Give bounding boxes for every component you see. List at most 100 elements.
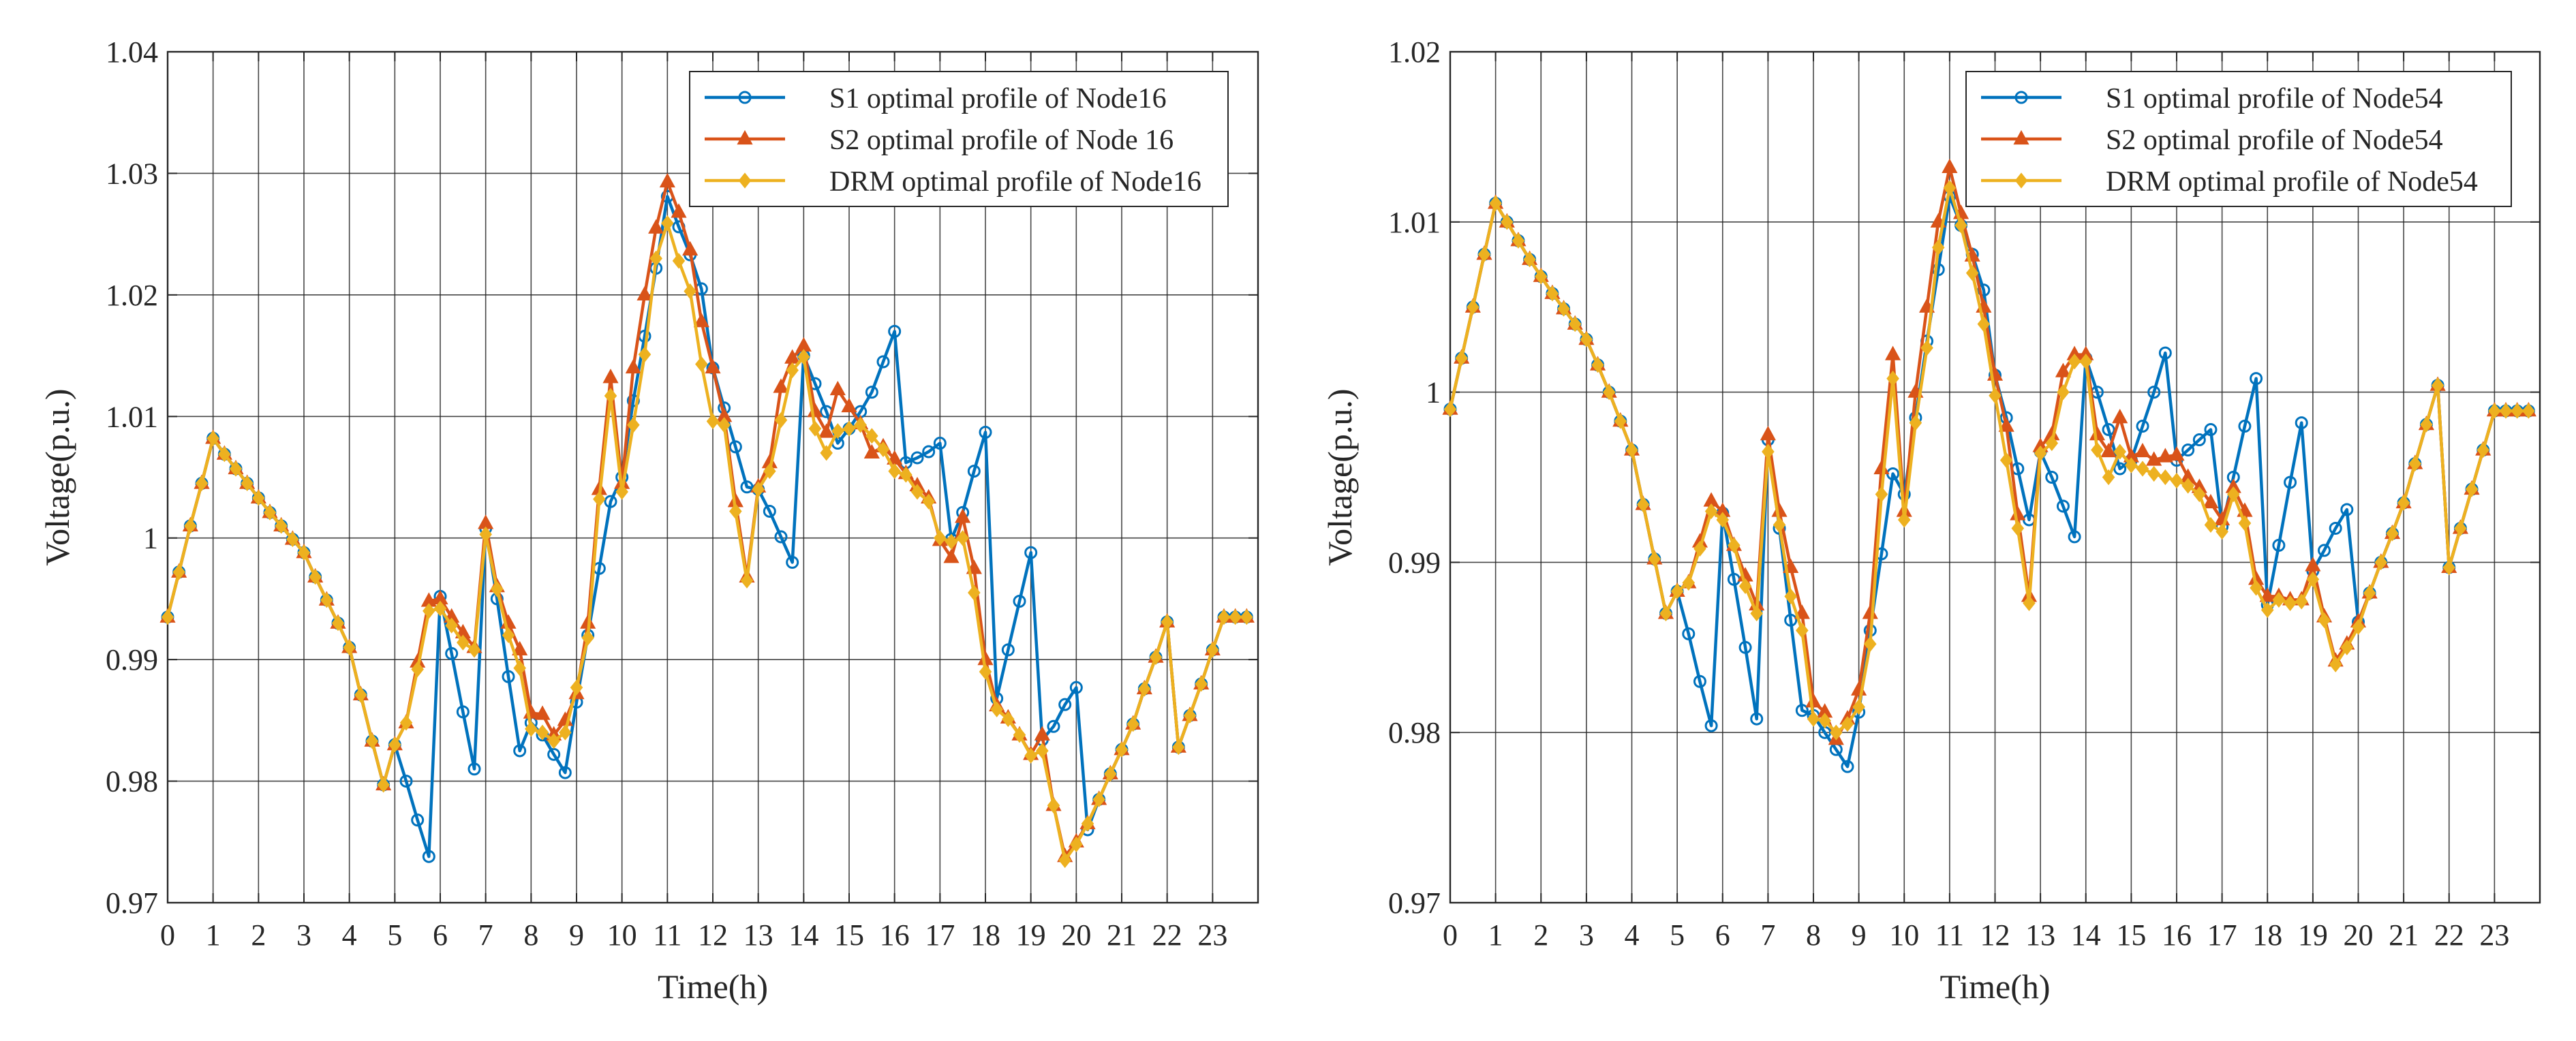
x-tick-label: 23 (1197, 918, 1227, 952)
data-point-drm (184, 518, 197, 534)
data-point-s2 (1998, 417, 2014, 432)
data-point-drm (263, 504, 277, 520)
data-point-s1 (1750, 712, 1764, 726)
x-tick-label: 12 (698, 918, 728, 952)
data-point-drm (1954, 217, 1967, 234)
data-point-s1 (2113, 462, 2127, 476)
data-point-s1 (502, 670, 515, 683)
data-point-drm (536, 724, 549, 741)
data-point-s1 (2147, 386, 2161, 399)
data-point-drm (1172, 739, 1185, 756)
data-point-s1 (2250, 372, 2263, 386)
data-point-drm (252, 490, 265, 506)
x-tick-label: 13 (743, 918, 773, 952)
data-point-drm (1161, 614, 1174, 630)
data-point-drm (1693, 540, 1706, 557)
x-tick-label: 6 (1715, 918, 1730, 952)
data-point-s1 (2329, 521, 2342, 535)
data-point-s1 (604, 495, 617, 508)
data-point-s1 (558, 766, 572, 779)
data-point-drm (559, 724, 572, 741)
data-point-drm (1965, 265, 1979, 281)
data-point-drm (2511, 403, 2524, 419)
data-point-s1 (876, 355, 890, 369)
data-point-drm (752, 481, 765, 497)
data-point-drm (1897, 512, 1911, 528)
data-point-drm (1943, 180, 1957, 196)
y-tick-label: 0.97 (1388, 886, 1441, 920)
y-tick-label: 1.04 (106, 35, 158, 69)
data-point-drm (491, 581, 504, 597)
data-point-s2 (705, 358, 721, 374)
legend: S1 optimal profile of Node54 S2 optimal p… (1965, 71, 2512, 207)
data-point-drm (1773, 516, 1786, 533)
data-point-s1 (411, 813, 425, 827)
data-point-drm (445, 617, 458, 634)
data-point-drm (2227, 486, 2240, 503)
data-point-drm (831, 423, 844, 439)
data-point-drm (1920, 340, 1933, 356)
data-point-s1 (2045, 471, 2059, 484)
data-point-drm (1523, 251, 1536, 268)
data-point-drm (331, 615, 345, 632)
data-point-s1 (1841, 760, 1854, 773)
data-point-drm (1704, 503, 1718, 520)
data-point-s2 (2259, 587, 2275, 602)
y-tick-label: 0.97 (106, 886, 158, 920)
legend-label: S1 optimal profile of Node54 (2106, 83, 2443, 114)
data-point-drm (547, 733, 560, 749)
data-point-drm (1443, 401, 1457, 418)
x-tick-label: 4 (1625, 918, 1640, 952)
x-tick-label: 10 (1889, 918, 1919, 952)
data-point-s1 (2056, 499, 2070, 513)
data-point-s1 (2318, 544, 2331, 557)
y-tick-label: 1.02 (106, 279, 158, 312)
data-point-drm (2272, 591, 2286, 608)
data-point-drm (1115, 741, 1129, 758)
x-tick-label: 11 (653, 918, 681, 952)
data-point-drm (2260, 602, 2274, 618)
data-point-drm (854, 417, 867, 433)
data-point-s1 (763, 504, 776, 518)
y-tick-label: 0.98 (106, 765, 158, 798)
x-tick-label: 5 (387, 918, 402, 952)
y-tick-label: 0.99 (1388, 546, 1441, 579)
data-point-s1 (1795, 704, 1809, 717)
x-tick-label: 9 (1852, 918, 1867, 952)
data-point-drm (2181, 478, 2194, 494)
x-tick-label: 16 (880, 918, 910, 952)
data-point-s2 (1885, 345, 1901, 360)
data-point-drm (2068, 354, 2081, 370)
data-point-s1 (2272, 538, 2286, 552)
data-point-drm (1534, 268, 1548, 285)
data-point-drm (467, 642, 481, 658)
x-tick-label: 2 (1533, 918, 1548, 952)
x-tick-label: 20 (1061, 918, 1091, 952)
data-point-drm (1455, 350, 1468, 367)
data-point-drm (1796, 622, 1809, 638)
x-tick-label: 6 (433, 918, 448, 952)
data-point-s1 (786, 555, 799, 569)
data-point-drm (2295, 593, 2308, 610)
x-tick-label: 17 (2207, 918, 2237, 952)
data-point-s1 (2192, 433, 2206, 447)
y-axis-label: Voltage(p.u.) (38, 388, 76, 565)
data-point-drm (1977, 316, 1991, 332)
data-point-drm (1784, 588, 1797, 604)
data-point-drm (1807, 711, 1820, 727)
data-point-s1 (1001, 643, 1015, 657)
data-point-drm (2442, 559, 2456, 576)
data-point-s2 (2305, 557, 2321, 572)
data-point-s1 (1013, 594, 1026, 608)
data-point-drm (2477, 441, 2489, 459)
x-tick-label: 7 (478, 918, 493, 952)
data-point-drm (570, 679, 583, 696)
series-drm (1443, 180, 2535, 741)
data-point-drm (241, 475, 254, 492)
data-point-drm (1875, 486, 1888, 503)
data-point-drm (1104, 766, 1117, 782)
data-point-drm (1989, 387, 2002, 404)
data-point-s2 (2134, 442, 2151, 458)
data-point-drm (206, 430, 219, 447)
